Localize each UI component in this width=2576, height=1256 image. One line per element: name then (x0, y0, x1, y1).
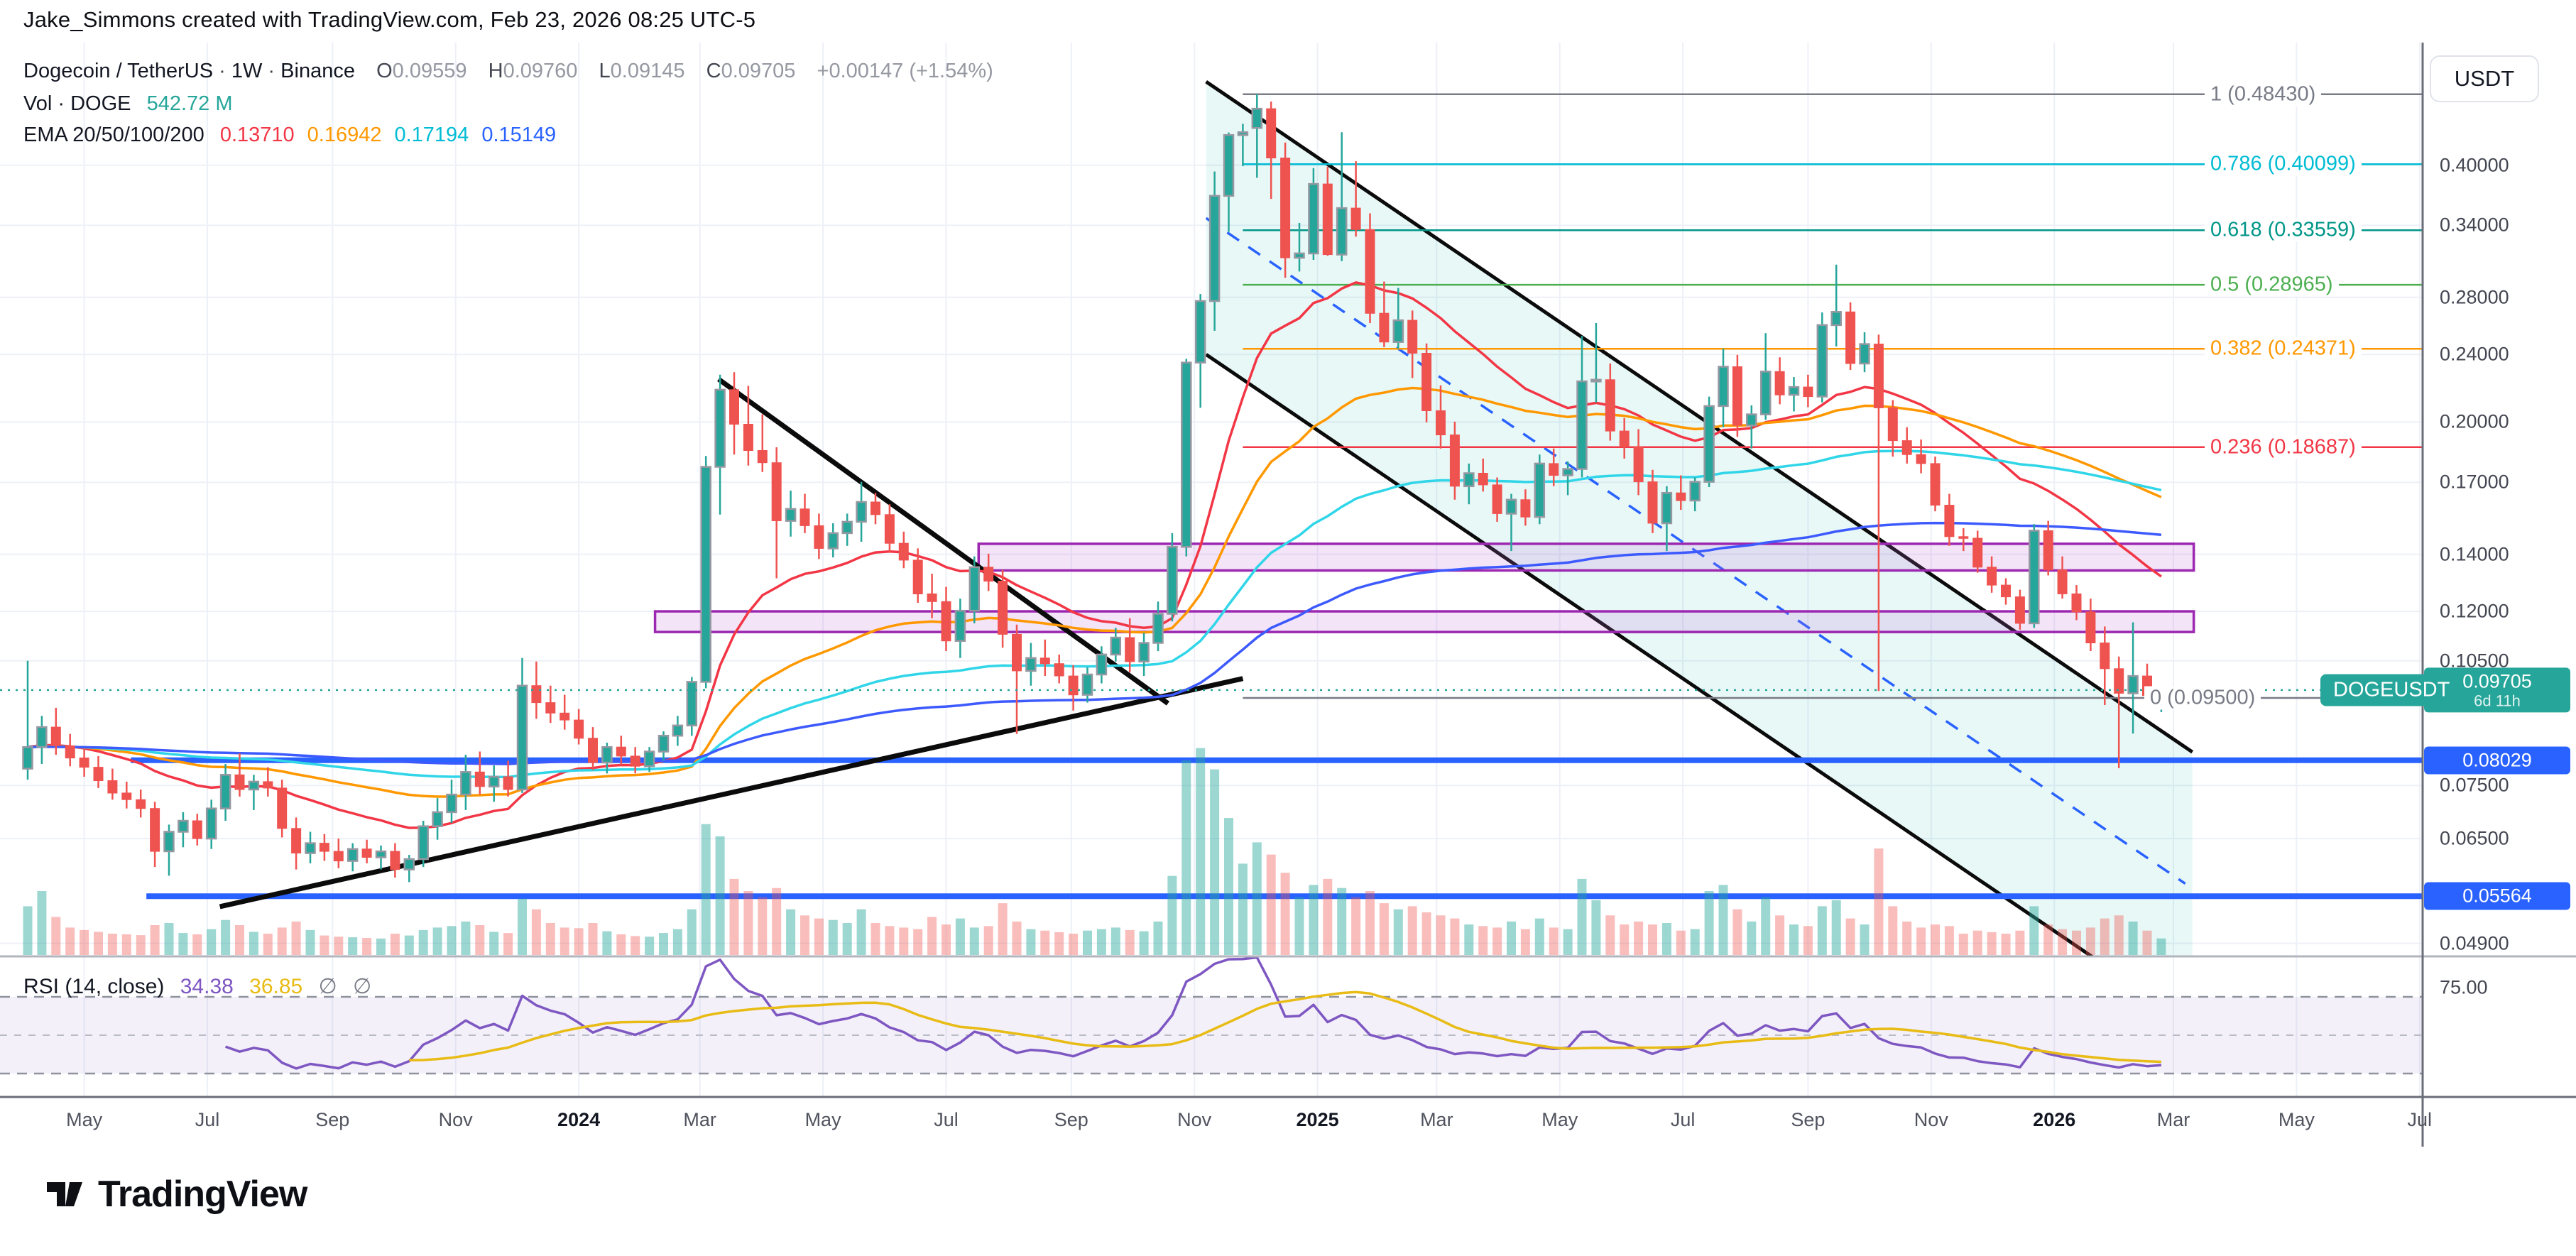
rsi-legend[interactable]: RSI (14, close) 34.38 36.85 ∅ ∅ (23, 975, 372, 998)
time-axis-label: May (804, 1109, 841, 1130)
rsi-ma-value: 36.85 (249, 975, 303, 998)
time-axis-label: Nov (438, 1109, 473, 1130)
price-axis-label: 0.17000 (2440, 471, 2509, 493)
time-axis-label: Sep (315, 1109, 350, 1130)
fib-level-label: 1 (0.48430) (2205, 82, 2322, 107)
time-axis-label: 2024 (557, 1109, 601, 1130)
price-axis-label: 0.14000 (2440, 543, 2509, 565)
exchange-label: Binance (280, 60, 355, 82)
price-axis-label: 0.12000 (2440, 600, 2509, 622)
time-axis-label: 2025 (1296, 1109, 1339, 1130)
time-axis-label: Sep (1791, 1109, 1825, 1130)
attribution-text: Jake_Simmons created with TradingView.co… (23, 7, 756, 32)
time-axis-label: Mar (2156, 1109, 2190, 1130)
price-axis-label: 0.24000 (2440, 343, 2509, 365)
price-badge: 0.08029 (2424, 746, 2570, 775)
time-axis-label: Jul (195, 1109, 220, 1130)
price-badge: 0.05564 (2424, 882, 2570, 910)
price-axis-label: 0.28000 (2440, 286, 2509, 308)
fib-level-label: 0.786 (0.40099) (2205, 152, 2362, 176)
time-axis-label: Nov (1914, 1109, 1948, 1130)
rsi-axis-label: 75.00 (2440, 976, 2488, 998)
time-axis-label: May (1541, 1109, 1578, 1130)
rsi-ma-line (409, 990, 2161, 1064)
fib-level-label: 0.236 (0.18687) (2205, 435, 2362, 459)
time-axis-label: 2026 (2033, 1109, 2076, 1130)
empty-set-icon: ∅ (318, 975, 337, 998)
fib-level-label: 0 (0.09500) (2144, 686, 2261, 710)
time-axis-label: Jul (934, 1109, 959, 1130)
symbol-legend[interactable]: Dogecoin / TetherUS · 1W · Binance O0.09… (23, 60, 993, 82)
low-value: 0.09145 (610, 60, 685, 82)
price-axis-label: 0.34000 (2440, 214, 2509, 236)
price-axis-label: 0.07500 (2440, 774, 2509, 796)
channel-fill (1206, 82, 2193, 956)
time-axis-label: Jul (1670, 1109, 1696, 1130)
time-axis-label: May (66, 1109, 103, 1130)
channel-lower-line[interactable] (1205, 353, 2112, 970)
ema-20-line (27, 281, 2162, 829)
time-axis-label: Nov (1177, 1109, 1212, 1130)
channel-upper-line[interactable] (1205, 80, 2194, 754)
time-axis-label: Mar (1420, 1109, 1453, 1130)
empty-set-icon: ∅ (353, 975, 372, 998)
interval-label[interactable]: 1W (231, 60, 263, 82)
ema-50-line (27, 386, 2162, 798)
pane-borders (0, 43, 2576, 1147)
high-value: 0.09760 (503, 60, 578, 82)
ema-value: 0.13710 (219, 124, 295, 146)
ema-value: 0.16942 (307, 124, 382, 146)
price-axis-label: 0.20000 (2440, 410, 2509, 432)
tradingview-logo-icon (47, 1182, 82, 1206)
close-value: 0.09705 (721, 60, 796, 82)
change-value: +0.00147 (+1.54%) (817, 60, 993, 82)
ema-100-line (27, 449, 2162, 779)
price-axis-label: 0.06500 (2440, 827, 2509, 849)
symbol-name[interactable]: Dogecoin / TetherUS (23, 60, 214, 82)
price-axis-label: 0.40000 (2440, 154, 2509, 176)
candles (22, 94, 2167, 883)
time-axis-label: May (2278, 1109, 2315, 1130)
volume-histogram (23, 748, 2166, 955)
price-axis-label: 0.04900 (2440, 932, 2509, 954)
fib-level-label: 0.618 (0.33559) (2205, 218, 2362, 242)
rsi-pane (0, 956, 2423, 1075)
volume-value: 542.72 M (146, 92, 233, 115)
time-axis-label: Mar (683, 1109, 716, 1130)
currency-toggle-button[interactable]: USDT (2430, 55, 2539, 102)
fib-level-label: 0.382 (0.24371) (2205, 337, 2362, 361)
volume-legend[interactable]: Vol · DOGE 542.72 M (23, 92, 233, 115)
supply-zone[interactable] (977, 542, 2195, 572)
trendline-descending-resistance[interactable] (717, 377, 1169, 706)
ema-value: 0.15149 (481, 124, 557, 146)
open-value: 0.09559 (392, 60, 467, 82)
ema-legend[interactable]: EMA 20/50/100/200 0.13710 0.16942 0.17194 0… (23, 124, 557, 146)
tradingview-logo[interactable]: TradingView (45, 1173, 307, 1216)
rsi-value: 34.38 (180, 975, 234, 998)
time-axis-label: Jul (2407, 1109, 2433, 1130)
rsi-line (225, 956, 2162, 1070)
time-axis-label: Sep (1054, 1109, 1088, 1130)
supply-zone[interactable] (653, 610, 2195, 633)
fib-level-label: 0.5 (0.28965) (2205, 273, 2339, 297)
symbol-price-flag: DOGEUSDT (2320, 674, 2463, 706)
ema-200-line (27, 521, 2162, 765)
ema-value: 0.17194 (394, 124, 469, 146)
